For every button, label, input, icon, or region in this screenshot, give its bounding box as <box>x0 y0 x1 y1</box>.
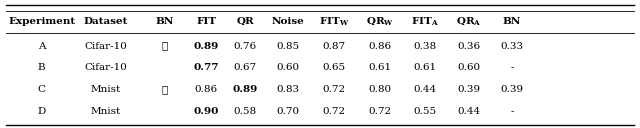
Text: ✓: ✓ <box>162 42 168 51</box>
Text: Dataset: Dataset <box>83 17 128 26</box>
Text: ✓: ✓ <box>162 85 168 94</box>
Text: 0.60: 0.60 <box>458 63 481 72</box>
Text: 0.60: 0.60 <box>276 63 300 72</box>
Text: 0.77: 0.77 <box>193 63 219 72</box>
Text: FIT: FIT <box>196 17 216 26</box>
Text: 0.83: 0.83 <box>276 85 300 94</box>
Text: QR$_\mathregular{A}$: QR$_\mathregular{A}$ <box>456 15 482 28</box>
Text: -: - <box>510 63 514 72</box>
Text: FIT$_\mathregular{A}$: FIT$_\mathregular{A}$ <box>411 15 439 28</box>
Text: 0.76: 0.76 <box>234 42 257 51</box>
Text: 0.44: 0.44 <box>458 107 481 116</box>
Text: 0.58: 0.58 <box>234 107 257 116</box>
Text: 0.33: 0.33 <box>500 42 524 51</box>
Text: 0.67: 0.67 <box>234 63 257 72</box>
Text: 0.86: 0.86 <box>369 42 392 51</box>
Text: Noise: Noise <box>271 17 305 26</box>
Text: 0.72: 0.72 <box>323 85 346 94</box>
Text: Cifar-10: Cifar-10 <box>84 63 127 72</box>
Text: 0.44: 0.44 <box>413 85 436 94</box>
Text: 0.80: 0.80 <box>369 85 392 94</box>
Text: Mnist: Mnist <box>90 107 121 116</box>
Text: 0.39: 0.39 <box>500 85 524 94</box>
Text: 0.61: 0.61 <box>369 63 392 72</box>
Text: QR: QR <box>236 17 254 26</box>
Text: Cifar-10: Cifar-10 <box>84 42 127 51</box>
Text: C: C <box>38 85 45 94</box>
Text: Experiment: Experiment <box>8 17 75 26</box>
Text: 0.86: 0.86 <box>195 85 218 94</box>
Text: Mnist: Mnist <box>90 85 121 94</box>
Text: 0.65: 0.65 <box>323 63 346 72</box>
Text: 0.38: 0.38 <box>413 42 436 51</box>
Text: 0.70: 0.70 <box>276 107 300 116</box>
Text: FIT$_\mathregular{W}$: FIT$_\mathregular{W}$ <box>319 15 349 28</box>
Text: -: - <box>510 107 514 116</box>
Text: QR$_\mathregular{W}$: QR$_\mathregular{W}$ <box>366 15 394 28</box>
Text: 0.72: 0.72 <box>323 107 346 116</box>
Text: 0.85: 0.85 <box>276 42 300 51</box>
Text: 0.90: 0.90 <box>193 107 219 116</box>
Text: B: B <box>38 63 45 72</box>
Text: 0.55: 0.55 <box>413 107 436 116</box>
Text: 0.89: 0.89 <box>232 85 258 94</box>
Text: BN: BN <box>503 17 521 26</box>
Text: 0.39: 0.39 <box>458 85 481 94</box>
Text: 0.87: 0.87 <box>323 42 346 51</box>
Text: A: A <box>38 42 45 51</box>
Text: 0.36: 0.36 <box>458 42 481 51</box>
Text: 0.61: 0.61 <box>413 63 436 72</box>
Text: 0.89: 0.89 <box>193 42 219 51</box>
Text: 0.72: 0.72 <box>369 107 392 116</box>
Text: BN: BN <box>156 17 174 26</box>
Text: D: D <box>38 107 45 116</box>
